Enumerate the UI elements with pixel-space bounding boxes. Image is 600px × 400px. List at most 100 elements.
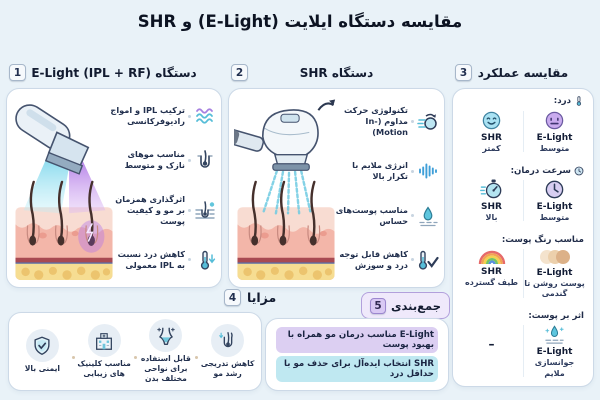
list-item: ترکیب IPL و امواج رادیوفرکانسی <box>110 105 216 127</box>
comparison-section-title: مقایسه عملکرد <box>477 65 569 80</box>
elight-bullet-list: ترکیب IPL و امواج رادیوفرکانسی مناسب موه… <box>110 94 216 282</box>
label-text: اثر بر پوست: <box>528 311 584 322</box>
device-value: متوسط <box>539 212 570 222</box>
hair-follicle-icon <box>197 150 213 169</box>
bullet-dot <box>411 214 414 218</box>
stopwatch-icon <box>480 179 502 199</box>
advantages-list: کاهش تدریجی رشد مو قابل استفاده برای نوا… <box>13 317 257 386</box>
row-label: درد: <box>460 95 586 107</box>
comparison-section-pain: درد: E-Light متوسط SHR کمتر <box>460 95 586 155</box>
list-item: کاهش درد نسبت به IPL معمولی <box>110 249 216 271</box>
comparison-section-header: 3 مقایسه عملکرد <box>452 63 594 82</box>
comparison-section-speed: سرعت درمان: E-Light متوسط SHR بالا <box>460 166 586 224</box>
bullet-text: تکنولوژی حرکت مداوم (In-Motion) <box>343 105 408 138</box>
neutral-face-icon <box>545 111 564 130</box>
shr-pain-cell: SHR کمتر <box>460 108 523 155</box>
elight-pain-cell: E-Light متوسط <box>523 108 586 155</box>
skin-tones-icon <box>539 249 570 264</box>
shr-speed-cell: SHR بالا <box>460 177 523 224</box>
list-item: مناسب پوست‌های حساس <box>333 205 439 227</box>
shr-device-illustration <box>234 99 336 280</box>
bullet-dot <box>188 258 191 262</box>
elight-section-title: دستگاه E-Light (IPL + RF) <box>31 65 197 80</box>
badge-3: 3 <box>455 64 472 81</box>
device-name: E-Light <box>536 133 573 143</box>
body-areas-icon <box>157 327 175 345</box>
device-value: جوانسازی ملایم <box>534 358 575 378</box>
zap-glyph <box>85 222 94 242</box>
advantage-text: مناسب کلینیک های زیبایی <box>77 359 131 378</box>
device-name: E-Light <box>536 267 573 278</box>
summary-panel: E-Light مناسب درمان مو همراه با بهبود پو… <box>265 318 449 391</box>
bullet-dot <box>188 114 191 118</box>
bullet-text: ترکیب IPL و امواج رادیوفرکانسی <box>110 105 185 127</box>
list-item: کاهش تدریجی رشد مو <box>198 324 257 379</box>
hairs <box>29 180 94 240</box>
elight-skin-tone-cell: E-Light پوست روشن تا گندمی <box>523 246 586 301</box>
bullet-dot <box>411 169 414 173</box>
advantages-panel: کاهش تدریجی رشد مو قابل استفاده برای نوا… <box>8 312 262 391</box>
ipl-beam <box>23 159 70 214</box>
badge-1: 1 <box>9 64 26 81</box>
motion-arrow-icon <box>317 99 336 111</box>
shr-pulse-beam <box>262 169 312 215</box>
rainbow-icon <box>478 250 505 265</box>
shr-bullet-list: تکنولوژی حرکت مداوم (In-Motion) انرژی مل… <box>333 94 439 282</box>
shr-skin-effect-cell: – <box>460 322 523 380</box>
summary-section-title: جمع‌بندی <box>390 298 442 313</box>
list-item: کاهش قابل توجه درد و سوزش <box>333 249 439 271</box>
shr-section-header: 2 دستگاه SHR <box>228 63 445 82</box>
page-title: مقایسه دستگاه ایلایت (E-Light) و SHR <box>137 12 463 31</box>
bullet-text: کاهش درد نسبت به IPL معمولی <box>117 248 185 270</box>
label-text: سرعت درمان: <box>510 165 571 176</box>
clock-icon <box>545 180 564 199</box>
advantage-text: ایمنی بالا <box>24 364 61 374</box>
list-item: قابل استفاده برای نواحی مختلف بدن <box>137 319 196 384</box>
elight-section-header: 1 دستگاه E-Light (IPL + RF) <box>6 63 222 82</box>
comparison-section-skin-effect: اثر بر پوست: E-Light جوانسازی ملایم – <box>460 311 586 380</box>
elight-handpiece <box>15 104 90 175</box>
device-name: SHR <box>481 266 502 277</box>
hairs <box>251 180 316 240</box>
skin-cross-section <box>15 207 113 280</box>
gentle-pulse-icon <box>419 163 437 179</box>
pain-reduction-icon <box>200 250 216 270</box>
label-text: درد: <box>553 96 571 106</box>
separator-dot <box>71 356 75 359</box>
elight-speed-cell: E-Light متوسط <box>523 177 586 224</box>
bullet-text: انرژی ملایم با تکرار بالا <box>352 160 408 182</box>
device-name: E-Light <box>536 201 573 212</box>
row-label: سرعت درمان: <box>460 166 586 176</box>
device-value: پوست روشن تا گندمی <box>524 278 585 299</box>
separator-dot <box>133 356 137 359</box>
advantages-section-title: مزایا <box>247 290 277 305</box>
elight-panel: ترکیب IPL و امواج رادیوفرکانسی مناسب موه… <box>6 88 222 288</box>
label-text: مناسب رنگ پوست: <box>501 234 584 245</box>
summary-shr-row: SHR انتخاب ایده‌آل برای حذف مو با حداقل … <box>276 356 438 382</box>
thermometer-icon <box>576 96 582 106</box>
row-label: اثر بر پوست: <box>460 311 586 321</box>
shr-skin-tone-cell: SHR طیف گسترده <box>460 246 523 301</box>
bullet-dot <box>411 258 414 262</box>
device-name: E-Light <box>536 347 573 358</box>
bullet-dot <box>188 158 191 162</box>
bullet-text: مناسب پوست‌های حساس <box>335 204 408 226</box>
shr-section-title: دستگاه SHR <box>299 65 374 80</box>
badge-4: 4 <box>224 289 241 306</box>
in-motion-icon <box>417 113 437 130</box>
device-value: بالا <box>485 212 498 222</box>
beauty-clinic-icon <box>96 332 113 350</box>
rejuvenation-drop-icon <box>545 325 564 344</box>
bullet-text: مناسب موهای نازک و متوسط <box>124 149 185 171</box>
separator-dot <box>195 356 199 359</box>
comparison-section-skin-tone: مناسب رنگ پوست: E-Light پوست روشن تا گند… <box>460 235 586 301</box>
bullet-dot <box>411 120 414 124</box>
bullet-text: کاهش قابل توجه درد و سوزش <box>339 248 408 270</box>
list-item: ایمنی بالا <box>13 329 72 374</box>
pain-check-icon <box>418 250 439 270</box>
list-item: تکنولوژی حرکت مداوم (In-Motion) <box>333 105 439 138</box>
comparison-content: درد: E-Light متوسط SHR کمتر <box>460 95 586 380</box>
sensitive-skin-icon <box>419 206 438 226</box>
radio-waves-icon <box>196 108 213 124</box>
